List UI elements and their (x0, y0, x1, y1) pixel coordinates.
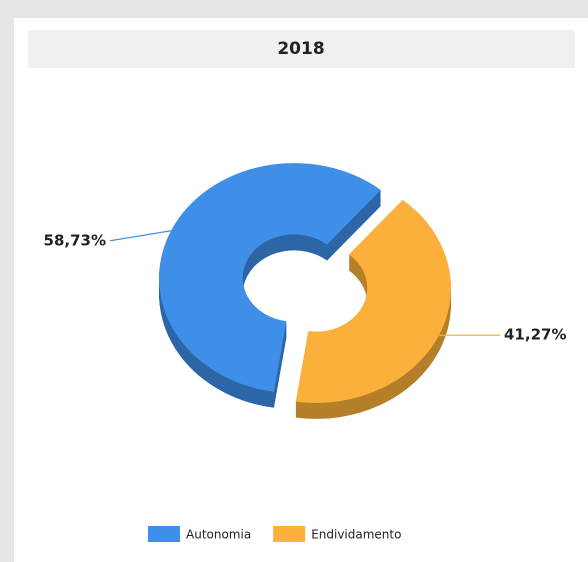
legend-swatch (273, 526, 306, 542)
data-label: 41,27% (504, 326, 566, 344)
legend-label: Endividamento (311, 528, 401, 542)
data-label: 58,73% (44, 231, 106, 249)
slice (159, 163, 381, 392)
chart-title: 2018 (277, 39, 324, 59)
slice (295, 199, 451, 403)
title-bar (28, 30, 575, 68)
legend-swatch (148, 526, 180, 542)
panel (14, 18, 588, 562)
leader-line (109, 230, 172, 242)
legend-label: Autonomia (186, 528, 251, 542)
